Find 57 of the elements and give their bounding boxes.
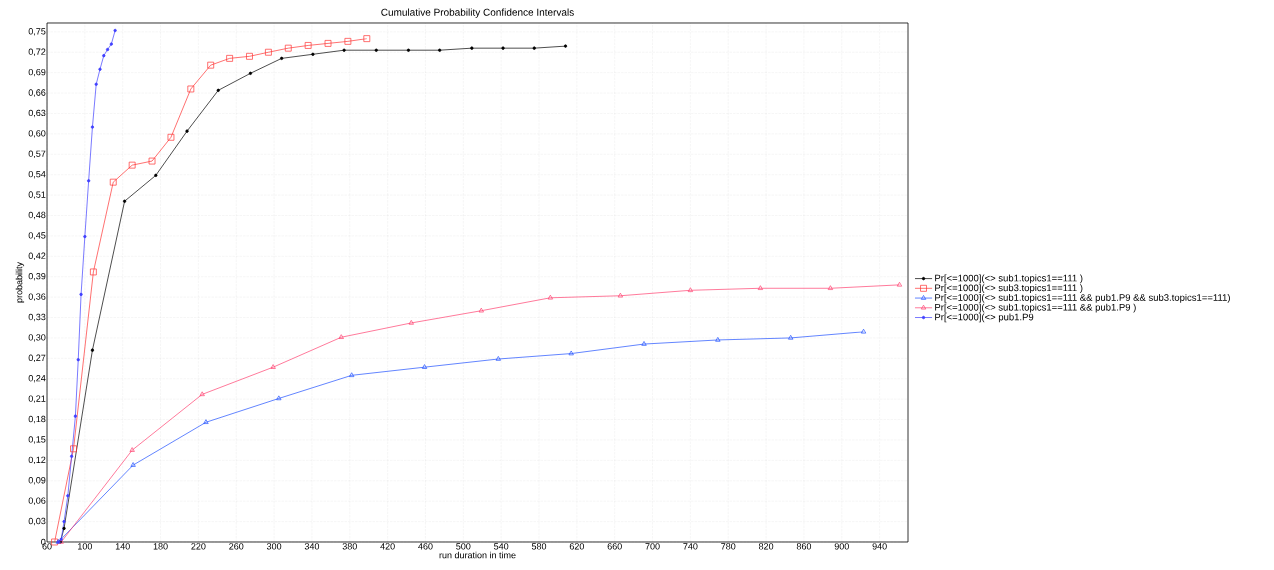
legend-label: Pr[<=1000](<> pub1.P9	[935, 313, 1034, 323]
y-tick-label: 0,60	[28, 130, 46, 138]
legend-label: Pr[<=1000](<> sub1.topics1==111 && pub1.P9 )	[935, 303, 1136, 313]
y-tick-label: 0,42	[28, 252, 46, 261]
y-tick-label: 0,45	[28, 232, 46, 240]
y-tick-label: 0,18	[28, 415, 46, 424]
x-tick-label: 620	[569, 543, 585, 550]
x-tick-label: 860	[796, 543, 812, 550]
y-tick-label: 0,09	[28, 477, 46, 485]
x-tick-label: 260	[229, 543, 244, 550]
x-tick-label: 660	[607, 543, 622, 550]
chart-title: Cumulative Probability Confidence Intervals	[381, 8, 574, 18]
x-tick-label: 820	[758, 543, 774, 550]
legend-label: Pr[<=1000](<> sub1.topics1==111 && pub1.P9 && sub3.topics1==111)	[935, 293, 1230, 303]
x-tick-label: 780	[721, 543, 736, 550]
x-tick-label: 700	[645, 543, 660, 550]
x-axis-title: run duration in time	[439, 551, 516, 559]
y-tick-label: 0,03	[28, 517, 46, 526]
y-tick-label: 0,48	[28, 211, 46, 220]
x-tick-label: 420	[380, 543, 395, 550]
y-tick-label: 0,24	[28, 375, 46, 383]
y-tick-label: 0,57	[28, 150, 46, 158]
y-tick-label: 0,66	[28, 89, 46, 97]
y-tick-label: 0,39	[28, 272, 46, 281]
legend-label: Pr[<=1000](<> sub3.topics1==111 )	[935, 284, 1083, 294]
y-tick-label: 0,30	[28, 334, 46, 342]
x-tick-label: 220	[191, 543, 206, 550]
y-tick-label: 0,21	[28, 395, 46, 403]
y-tick-label: 0,33	[28, 313, 46, 322]
x-tick-label: 60	[42, 543, 52, 550]
x-tick-label: 900	[834, 543, 849, 550]
y-tick-label: 0	[41, 538, 46, 546]
x-tick-label: 940	[872, 543, 887, 550]
y-tick-label: 0,75	[28, 28, 46, 36]
x-tick-label: 540	[494, 543, 509, 550]
y-tick-label: 0,54	[28, 170, 46, 179]
x-tick-label: 580	[531, 543, 547, 550]
x-tick-label: 740	[683, 543, 698, 550]
y-tick-label: 0,72	[28, 48, 46, 56]
x-tick-label: 100	[78, 543, 93, 550]
y-tick-label: 0,15	[28, 436, 46, 444]
y-axis-title: probability	[15, 262, 25, 303]
x-tick-label: 340	[304, 543, 320, 550]
x-tick-label: 300	[266, 543, 282, 550]
x-tick-label: 460	[418, 543, 433, 550]
y-tick-label: 0,06	[28, 497, 46, 505]
x-tick-label: 180	[153, 543, 168, 550]
legend-label: Pr[<=1000](<> sub1.topics1==111 )	[935, 274, 1083, 284]
y-tick-label: 0,12	[28, 456, 46, 465]
x-tick-label: 140	[115, 543, 130, 550]
y-tick-label: 0,69	[28, 68, 46, 77]
x-tick-label: 500	[456, 543, 471, 550]
y-tick-label: 0,36	[28, 293, 46, 301]
x-tick-label: 380	[342, 543, 357, 550]
y-tick-label: 0,63	[28, 109, 46, 118]
y-tick-label: 0,51	[28, 191, 46, 199]
y-tick-label: 0,27	[28, 354, 46, 363]
